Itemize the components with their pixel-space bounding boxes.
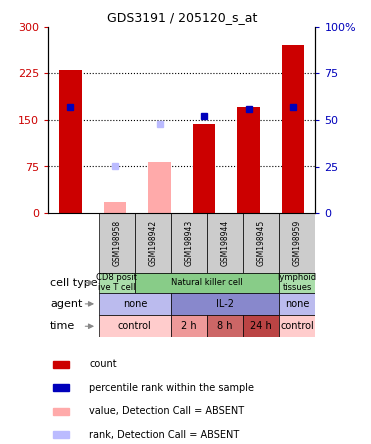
Bar	[99, 273, 135, 293]
Bar	[171, 315, 207, 337]
Text: agent: agent	[50, 299, 82, 309]
Bar	[99, 315, 171, 337]
Bar	[243, 213, 279, 273]
Bar	[53, 361, 69, 368]
Text: GSM198959: GSM198959	[293, 220, 302, 266]
Bar	[171, 213, 207, 273]
Text: count: count	[89, 359, 117, 369]
Text: GSM198945: GSM198945	[257, 220, 266, 266]
Bar	[135, 213, 171, 273]
Bar	[135, 273, 279, 293]
Bar	[237, 107, 260, 213]
Text: lymphoid
tissues: lymphoid tissues	[278, 273, 317, 293]
Text: GSM198943: GSM198943	[184, 220, 194, 266]
Bar	[104, 202, 126, 213]
Bar	[171, 293, 279, 315]
Text: GSM198944: GSM198944	[221, 220, 230, 266]
Text: value, Detection Call = ABSENT: value, Detection Call = ABSENT	[89, 406, 244, 416]
Bar	[282, 45, 304, 213]
Bar	[99, 213, 135, 273]
Bar	[207, 213, 243, 273]
Bar	[193, 124, 215, 213]
Text: none: none	[123, 299, 147, 309]
Text: rank, Detection Call = ABSENT: rank, Detection Call = ABSENT	[89, 430, 240, 440]
Text: control: control	[118, 321, 152, 331]
Text: control: control	[280, 321, 314, 331]
Bar	[279, 273, 315, 293]
Text: IL-2: IL-2	[216, 299, 234, 309]
Text: percentile rank within the sample: percentile rank within the sample	[89, 383, 255, 393]
Text: GSM198958: GSM198958	[112, 220, 121, 266]
Text: GSM198942: GSM198942	[148, 220, 157, 266]
Title: GDS3191 / 205120_s_at: GDS3191 / 205120_s_at	[106, 11, 257, 24]
Bar	[99, 293, 171, 315]
Text: none: none	[285, 299, 309, 309]
Text: time: time	[50, 321, 75, 331]
Bar	[279, 315, 315, 337]
Text: cell type: cell type	[50, 278, 98, 288]
Bar	[53, 384, 69, 392]
Bar	[59, 70, 82, 213]
Bar	[243, 315, 279, 337]
Bar	[279, 213, 315, 273]
Text: 2 h: 2 h	[181, 321, 197, 331]
Bar	[53, 431, 69, 438]
Bar	[53, 408, 69, 415]
Text: 24 h: 24 h	[250, 321, 272, 331]
Bar	[279, 293, 315, 315]
Bar	[207, 315, 243, 337]
Text: CD8 posit
ive T cell: CD8 posit ive T cell	[96, 273, 137, 293]
Text: Natural killer cell: Natural killer cell	[171, 278, 243, 287]
Text: 8 h: 8 h	[217, 321, 233, 331]
Bar	[148, 162, 171, 213]
